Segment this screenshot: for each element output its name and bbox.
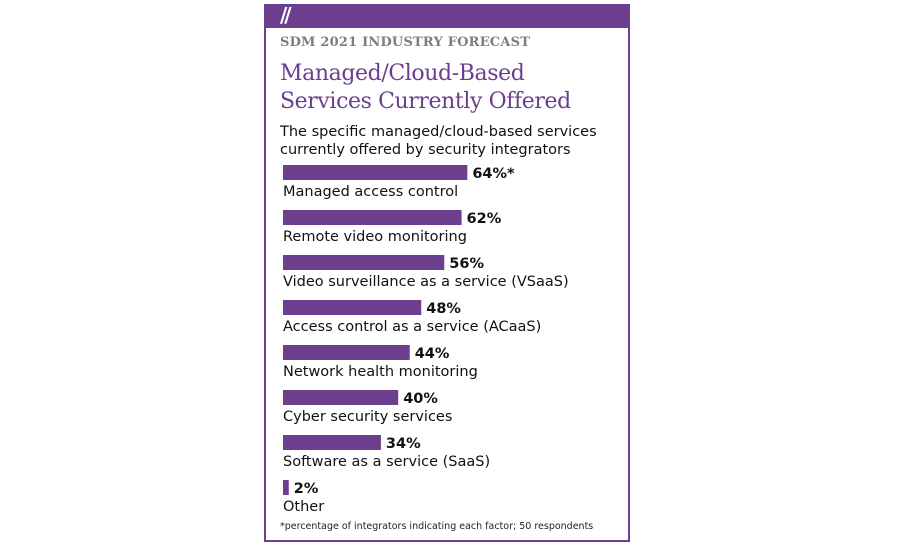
category-label: Cyber security services [283,409,452,425]
category-label: Remote video monitoring [283,229,467,245]
data-label: 44% [415,346,450,362]
bar [283,480,289,495]
category-label: Access control as a service (ACaaS) [283,319,541,335]
footnote: *percentage of integrators indicating ea… [280,521,594,532]
bar [283,255,445,270]
category-label: Video surveillance as a service (VSaaS) [283,274,569,290]
bar [283,345,410,360]
data-label: 64%* [472,166,515,182]
chart-title-line: Services Currently Offered [280,89,571,114]
infographic-card: // SDM 2021 INDUSTRY FORECAST Managed/Cl… [264,3,630,542]
bar [283,300,422,315]
category-label: Network health monitoring [283,364,478,380]
chart-subtitle-line: The specific managed/cloud-based service… [280,124,597,140]
data-label: 2% [294,481,319,497]
category-label: Managed access control [283,184,458,200]
bar [283,165,468,180]
chart-title: Managed/Cloud-Based Services Currently O… [280,60,625,116]
data-label: 34% [386,436,421,452]
bar [283,210,462,225]
chart-subtitle-line: currently offered by security integrator… [280,142,571,158]
category-label: Other [283,499,324,515]
data-label: 56% [449,256,484,272]
data-label: 40% [403,391,438,407]
chart-title-line: Managed/Cloud-Based [280,61,525,86]
bar [283,435,381,450]
data-label: 62% [467,211,502,227]
bar [283,390,399,405]
category-label: Software as a service (SaaS) [283,454,490,470]
kicker-text: SDM 2021 INDUSTRY FORECAST [280,35,531,50]
data-label: 48% [426,301,461,317]
slash-decoration: // [280,3,291,27]
bar-chart: 64%* Managed access control 62%Remote vide… [283,165,569,515]
chart-subtitle: The specific managed/cloud-based service… [280,123,625,159]
header-bar: // [266,3,628,28]
